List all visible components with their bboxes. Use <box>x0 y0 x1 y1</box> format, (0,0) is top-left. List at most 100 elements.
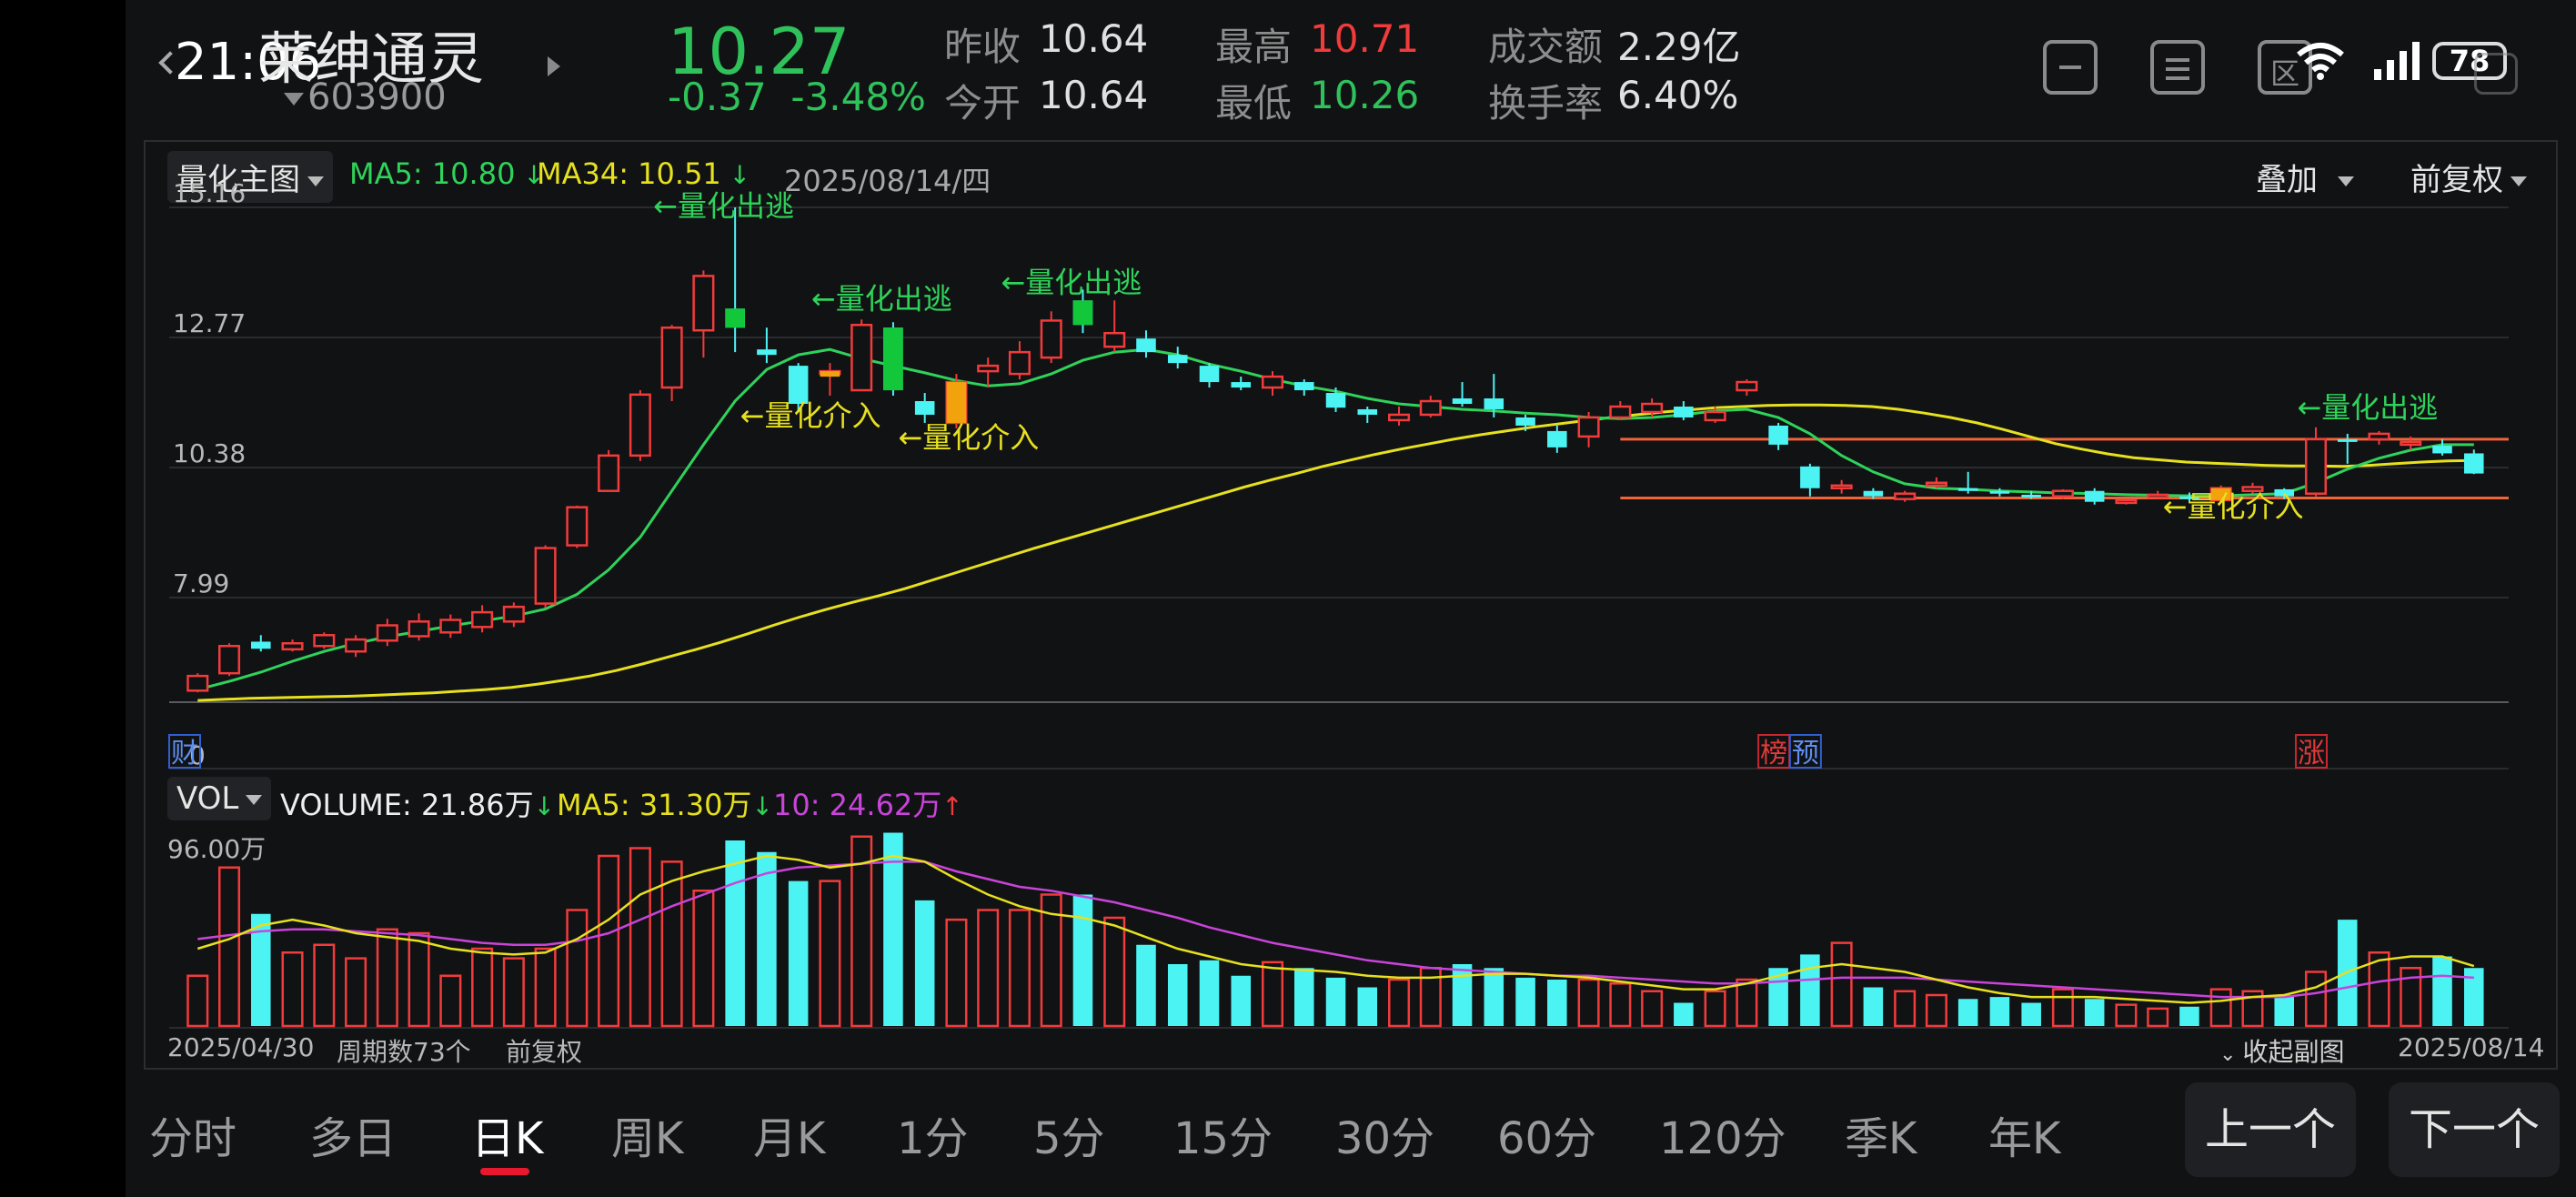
volume-bar <box>1515 977 1535 1026</box>
tab-intraday[interactable]: 分时 <box>149 1113 237 1164</box>
candlestick-chart[interactable]: 15.16 12.77 10.38 7.99 0 ←量化出逃 ←量化出逃 ←量化出逃 ←量化出逃… <box>126 0 2576 1197</box>
quote-label: 成交额 <box>1488 25 1604 69</box>
enter-signal-candle <box>820 371 840 377</box>
signal-icon <box>2374 42 2420 80</box>
exit-signal-candle <box>725 308 745 328</box>
candle-body <box>1103 331 1126 348</box>
candle-body <box>2115 498 2138 505</box>
volume-bar <box>819 880 841 1028</box>
candle-body <box>1040 319 1062 359</box>
indicator-label: 量化主图 <box>176 162 300 198</box>
volume-bar <box>2021 1002 2041 1026</box>
volume-bar <box>1103 916 1126 1028</box>
candle-body <box>1261 375 1284 389</box>
quote-label: 今开 <box>944 81 1021 126</box>
candle-body <box>629 393 651 458</box>
candle-body <box>1609 405 1632 419</box>
volume-bar <box>1863 987 1884 1026</box>
y-axis-label: 7.99 <box>173 568 229 598</box>
candle-body <box>1167 355 1188 364</box>
candle-body <box>534 547 557 605</box>
badge-label: 财 <box>171 738 198 770</box>
volume-bar <box>725 840 745 1026</box>
volume-bar <box>1231 975 1252 1026</box>
volume-bar <box>1736 978 1758 1028</box>
chevron-down-icon <box>307 176 324 186</box>
minus-icon[interactable] <box>2043 40 2098 95</box>
wifi-icon <box>2297 43 2344 80</box>
tab-period[interactable]: 15分 <box>1173 1113 1273 1164</box>
tab-period[interactable]: 月K <box>753 1113 826 1164</box>
badge-label: 榜 <box>1760 738 1787 770</box>
tab-period[interactable]: 季K <box>1845 1113 1917 1164</box>
region-icon[interactable]: 区 <box>2258 40 2312 95</box>
fullscreen-icon[interactable] <box>2474 53 2518 95</box>
candle-body <box>1547 430 1567 448</box>
quote-value: 10.64 <box>1039 16 1149 61</box>
next-button[interactable]: 下一个 <box>2389 1082 2560 1177</box>
volume-ma10-value: 10: 24.62万 <box>773 788 942 822</box>
code-dropdown-icon[interactable] <box>284 93 304 106</box>
enter-signal-label: ←量化介入 <box>740 398 881 433</box>
candle-body <box>1452 398 1473 404</box>
tab-period[interactable]: 多日 <box>309 1113 397 1164</box>
tab-period[interactable]: 周K <box>611 1113 684 1164</box>
volume-bar <box>1040 893 1062 1028</box>
quote-value: 10.26 <box>1310 73 1420 117</box>
volume-bar <box>692 890 715 1028</box>
candle-body <box>2241 486 2264 492</box>
tab-period[interactable]: 30分 <box>1335 1113 1435 1164</box>
next-stock-arrow-icon[interactable] <box>548 56 560 76</box>
volume-bar <box>439 974 462 1028</box>
volume-bar <box>1293 968 1314 1026</box>
axis-zero-label: 0 <box>189 740 206 770</box>
candle-body <box>2400 440 2422 447</box>
adjust-label: 前复权 <box>2410 162 2503 198</box>
status-time: 21:06 <box>175 33 322 92</box>
volume-bar <box>186 974 209 1028</box>
volume-bar <box>660 860 683 1028</box>
volume-indicator-selector[interactable]: VOL <box>167 777 272 820</box>
candle-body <box>2337 438 2358 442</box>
collapse-label: 收起副图 <box>2242 1037 2345 1067</box>
volume-bar <box>566 909 589 1028</box>
tab-period[interactable]: 5分 <box>1033 1113 1105 1164</box>
candle-body <box>850 323 873 392</box>
volume-bar <box>883 832 903 1026</box>
tab-period[interactable]: 1分 <box>897 1113 969 1164</box>
quote-label: 换手率 <box>1488 81 1604 126</box>
indicator-selector[interactable]: 量化主图 <box>167 151 333 203</box>
volume-bar <box>376 928 398 1028</box>
candle-body <box>2147 493 2169 499</box>
volume-bar <box>1388 978 1411 1028</box>
app-screen: 21:06 莱绅通灵 603900 10.27 -0.37 -3.48% 区 7… <box>126 0 2576 1197</box>
volume-bar <box>408 931 430 1028</box>
stock-code[interactable]: 603900 <box>307 76 447 118</box>
candle-body <box>598 454 620 492</box>
collapse-subchart-button[interactable]: ⌄ 收起副图 <box>2219 1037 2345 1067</box>
previous-button[interactable]: 上一个 <box>2185 1082 2356 1177</box>
start-date: 2025/04/30 <box>167 1032 315 1062</box>
tab-period[interactable]: 日K <box>471 1113 544 1164</box>
tab-period[interactable]: 年K <box>1988 1113 2061 1164</box>
candle-body <box>1199 366 1220 383</box>
volume-bar <box>281 951 304 1028</box>
overlay-selector[interactable]: 叠加 <box>2256 155 2354 199</box>
candle-body <box>1484 398 1504 409</box>
candle-body <box>1736 380 1758 392</box>
volume-bar <box>1641 990 1664 1028</box>
tab-period[interactable]: 120分 <box>1659 1113 1786 1164</box>
end-date: 2025/08/14 <box>2398 1032 2545 1062</box>
volume-bar <box>2463 968 2484 1026</box>
volume-bar <box>534 947 557 1028</box>
volume-bar <box>1199 960 1220 1026</box>
tab-period[interactable]: 60分 <box>1497 1113 1597 1164</box>
candle-body <box>2274 488 2295 497</box>
volume-value: VOLUME: 21.86万 <box>280 788 534 822</box>
volume-bar <box>598 854 620 1028</box>
adjust-selector[interactable]: 前复权 <box>2410 155 2527 199</box>
quote-value: 10.71 <box>1310 16 1420 61</box>
list-icon[interactable] <box>2150 40 2205 95</box>
exit-signal-candle <box>883 327 903 391</box>
volume-ma10-legend: 10: 24.62万↑ <box>773 788 963 822</box>
